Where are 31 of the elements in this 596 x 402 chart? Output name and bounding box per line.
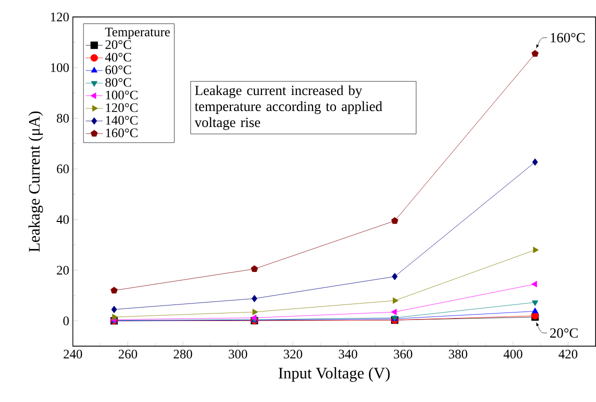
legend-title: Temperature	[105, 28, 170, 39]
x-tick-label: 280	[174, 350, 192, 358]
annotation: 160°C	[550, 32, 585, 42]
legend-label: 80°C	[105, 78, 131, 87]
x-tick-label: 240	[64, 350, 82, 358]
y-tick-label: 100	[50, 63, 69, 72]
y-tick-label: 120	[50, 12, 69, 22]
x-axis-title: Input Voltage (V)	[278, 367, 390, 382]
y-tick-label: 80	[56, 114, 69, 123]
y-tick-label: 40	[56, 215, 69, 224]
legend-label: 20°C	[105, 40, 131, 49]
x-tick-label: 260	[118, 350, 138, 358]
legend-label: 140°C	[106, 116, 138, 125]
legend-label: 60°C	[105, 65, 131, 74]
x-tick-label: 300	[228, 350, 248, 358]
legend-label: 100°C	[106, 90, 138, 100]
legend-label: 120°C	[106, 103, 138, 112]
x-tick-label: 320	[284, 350, 302, 358]
x-tick-label: 420	[558, 350, 578, 358]
y-tick-label: 20	[56, 266, 69, 275]
y-tick-label: 60	[56, 164, 69, 174]
y-axis-title: Leakage Current (μA)	[28, 111, 43, 252]
legend-label: 160°C	[106, 128, 138, 138]
x-tick-label: 380	[448, 350, 468, 358]
x-tick-label: 400	[504, 350, 522, 358]
x-tick-label: 340	[338, 350, 358, 358]
annotation: Leakage current increased by temperature according to applied voltage rise	[194, 85, 382, 130]
annotation: 20°C	[550, 328, 578, 338]
y-tick-label: 0	[63, 316, 69, 326]
legend-label: 40°C	[105, 52, 131, 62]
x-tick-label: 360	[394, 350, 412, 358]
